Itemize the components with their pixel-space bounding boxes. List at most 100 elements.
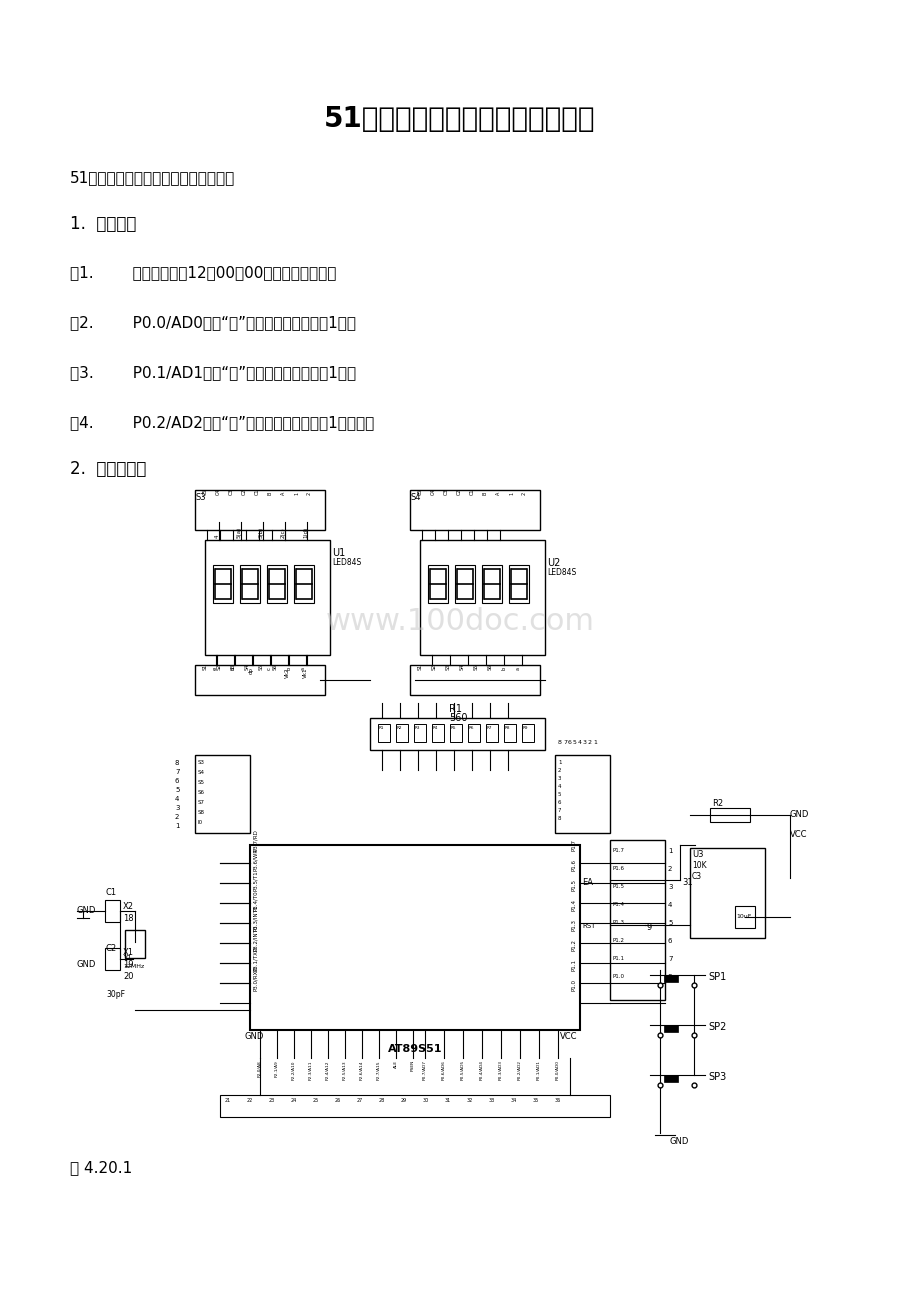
Text: 31: 31 xyxy=(681,878,692,887)
Text: 5: 5 xyxy=(573,740,576,745)
Text: P0.6/AD6: P0.6/AD6 xyxy=(441,1060,446,1079)
Text: S1: S1 xyxy=(417,664,423,671)
Text: P2.7/A15: P2.7/A15 xyxy=(377,1060,380,1079)
Bar xyxy=(369,717,544,750)
Text: 1(d): 1(d) xyxy=(302,527,308,538)
Text: 32: 32 xyxy=(467,1098,472,1103)
Bar xyxy=(267,565,287,603)
Text: R5: R5 xyxy=(450,727,456,730)
Bar xyxy=(664,1075,677,1082)
Text: C1: C1 xyxy=(106,888,117,897)
Text: C2: C2 xyxy=(457,488,461,495)
Text: b: b xyxy=(502,667,506,671)
Text: 3: 3 xyxy=(667,884,672,891)
Text: C5: C5 xyxy=(203,488,208,495)
Text: a: a xyxy=(301,667,306,671)
Text: 1: 1 xyxy=(508,492,514,495)
Text: U2: U2 xyxy=(547,559,560,568)
Text: 2: 2 xyxy=(307,492,312,495)
Text: C2: C2 xyxy=(106,944,117,953)
Text: dp: dp xyxy=(249,667,254,674)
Text: P0.7/AD7: P0.7/AD7 xyxy=(423,1060,426,1079)
Text: 4: 4 xyxy=(215,535,220,538)
Bar xyxy=(240,565,260,603)
Text: P1.6: P1.6 xyxy=(612,866,624,871)
Text: S5: S5 xyxy=(198,780,205,785)
Bar xyxy=(449,724,461,742)
Text: 6: 6 xyxy=(567,740,572,745)
Text: 4: 4 xyxy=(577,740,582,745)
Bar xyxy=(521,724,533,742)
Text: C1: C1 xyxy=(255,488,260,495)
Text: P3.6/WR: P3.6/WR xyxy=(253,848,257,871)
Text: 3: 3 xyxy=(558,776,561,781)
Bar xyxy=(414,724,425,742)
Text: R1: R1 xyxy=(379,727,384,730)
Text: R3: R3 xyxy=(414,727,420,730)
Bar xyxy=(395,724,407,742)
Bar xyxy=(468,724,480,742)
Text: S6: S6 xyxy=(273,664,278,671)
Text: 7: 7 xyxy=(667,956,672,962)
Text: P1.0: P1.0 xyxy=(612,974,624,979)
Bar xyxy=(709,809,749,822)
Bar xyxy=(689,848,765,937)
Text: P1.1: P1.1 xyxy=(612,956,624,961)
Text: 4: 4 xyxy=(175,796,179,802)
Bar xyxy=(195,755,250,833)
Bar xyxy=(609,840,664,1000)
Text: 21: 21 xyxy=(225,1098,231,1103)
Text: S5: S5 xyxy=(473,664,479,671)
Text: 2.  电路原理图: 2. 电路原理图 xyxy=(70,460,146,478)
Text: 1: 1 xyxy=(593,740,596,745)
Text: 4: 4 xyxy=(558,784,561,789)
Text: P1.5: P1.5 xyxy=(612,884,624,889)
Text: R7: R7 xyxy=(486,727,492,730)
Bar xyxy=(410,665,539,695)
Text: 33: 33 xyxy=(489,1098,494,1103)
Text: R9: R9 xyxy=(522,727,528,730)
Text: 25: 25 xyxy=(312,1098,319,1103)
Text: 8: 8 xyxy=(558,740,562,745)
Text: P1.2: P1.2 xyxy=(572,939,576,950)
Text: S5: S5 xyxy=(259,664,264,671)
Text: S6: S6 xyxy=(487,664,493,671)
Text: P0.2/AD2: P0.2/AD2 xyxy=(517,1060,521,1079)
Text: A: A xyxy=(280,492,286,495)
Text: 3(b): 3(b) xyxy=(259,527,264,538)
Bar xyxy=(508,565,528,603)
Text: P1.4: P1.4 xyxy=(612,902,624,907)
Bar xyxy=(734,906,754,928)
Text: d: d xyxy=(231,667,236,671)
Text: EA: EA xyxy=(582,878,593,887)
Text: 18: 18 xyxy=(123,914,133,923)
Text: P0.5/AD5: P0.5/AD5 xyxy=(460,1060,464,1081)
Text: X2: X2 xyxy=(123,902,134,911)
Text: C3: C3 xyxy=(229,488,233,495)
Bar xyxy=(195,490,324,530)
Bar xyxy=(664,1025,677,1032)
Text: P0.3/AD3: P0.3/AD3 xyxy=(498,1060,503,1079)
Text: S7: S7 xyxy=(198,799,205,805)
Text: 2: 2 xyxy=(521,492,527,495)
Text: S2: S2 xyxy=(217,664,221,671)
Text: P1.3: P1.3 xyxy=(612,921,624,924)
Text: （2.        P0.0/AD0控制“秒”的调整，每按一次加1秒；: （2. P0.0/AD0控制“秒”的调整，每按一次加1秒； xyxy=(70,315,356,329)
Bar xyxy=(504,724,516,742)
Text: 51单片机数字钟实验（原理图及程序）: 51单片机数字钟实验（原理图及程序） xyxy=(70,171,235,185)
Text: Y1: Y1 xyxy=(123,954,131,961)
Text: 6: 6 xyxy=(175,779,179,784)
Text: P1.0: P1.0 xyxy=(572,979,576,991)
Text: P1.7: P1.7 xyxy=(612,848,624,853)
Bar xyxy=(664,975,677,982)
Text: LED84S: LED84S xyxy=(332,559,361,566)
Bar xyxy=(427,565,448,603)
Text: VCC: VCC xyxy=(560,1032,577,1042)
Bar xyxy=(105,948,119,970)
Text: R1: R1 xyxy=(448,704,461,713)
Text: S3: S3 xyxy=(198,760,205,766)
Text: B: B xyxy=(267,492,273,495)
Text: S4: S4 xyxy=(198,769,205,775)
Text: P0.1/AD1: P0.1/AD1 xyxy=(537,1060,540,1079)
Text: b: b xyxy=(287,667,291,671)
